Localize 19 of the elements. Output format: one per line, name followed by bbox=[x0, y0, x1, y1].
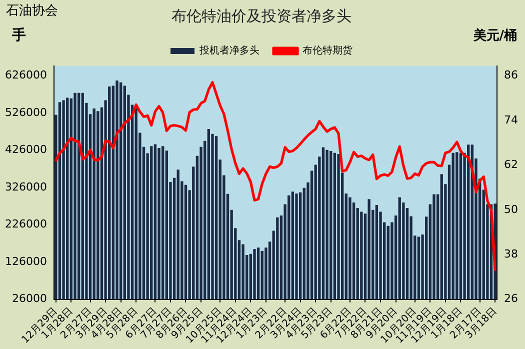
y-tick-label: 326000 bbox=[4, 180, 47, 194]
y2-tick-label: 74 bbox=[504, 113, 518, 126]
y2-axis-title: 美元/桶 bbox=[472, 27, 517, 44]
y-tick-label: 426000 bbox=[4, 143, 47, 156]
y-tick-label: 526000 bbox=[4, 106, 47, 119]
legend-label: 布伦特期货 bbox=[302, 44, 352, 57]
y-tick-label: 226000 bbox=[4, 218, 47, 231]
y2-tick-label: 50 bbox=[504, 202, 518, 216]
y2-tick-label: 38 bbox=[504, 248, 518, 260]
y2-tick-label: 86 bbox=[504, 68, 518, 82]
chart-title: 布伦特油价及投资者净多头 bbox=[172, 6, 352, 25]
legend-label: 投机者净多头 bbox=[198, 44, 260, 57]
y-tick-label: 26000 bbox=[12, 292, 47, 306]
text: 石油协会 bbox=[6, 3, 58, 18]
y-tick-label: 626000 bbox=[4, 68, 47, 82]
y-tick-label: 126000 bbox=[4, 254, 47, 268]
y2-tick-label: 62 bbox=[504, 158, 518, 172]
y2-tick-label: 26 bbox=[504, 292, 518, 306]
y-axis-title: 手 bbox=[11, 26, 26, 44]
